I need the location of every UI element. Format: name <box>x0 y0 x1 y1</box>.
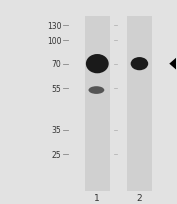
Polygon shape <box>169 58 177 71</box>
Text: 55: 55 <box>52 84 61 93</box>
Ellipse shape <box>86 55 109 74</box>
Bar <box>127 17 152 191</box>
Ellipse shape <box>131 58 148 71</box>
Bar <box>85 17 110 191</box>
Text: 25: 25 <box>52 150 61 159</box>
Text: 35: 35 <box>52 125 61 134</box>
Text: 1: 1 <box>94 193 100 202</box>
Text: 130: 130 <box>47 21 61 30</box>
Text: 2: 2 <box>137 193 142 202</box>
Ellipse shape <box>88 87 104 94</box>
Text: 70: 70 <box>52 60 61 69</box>
Text: 100: 100 <box>47 37 61 45</box>
